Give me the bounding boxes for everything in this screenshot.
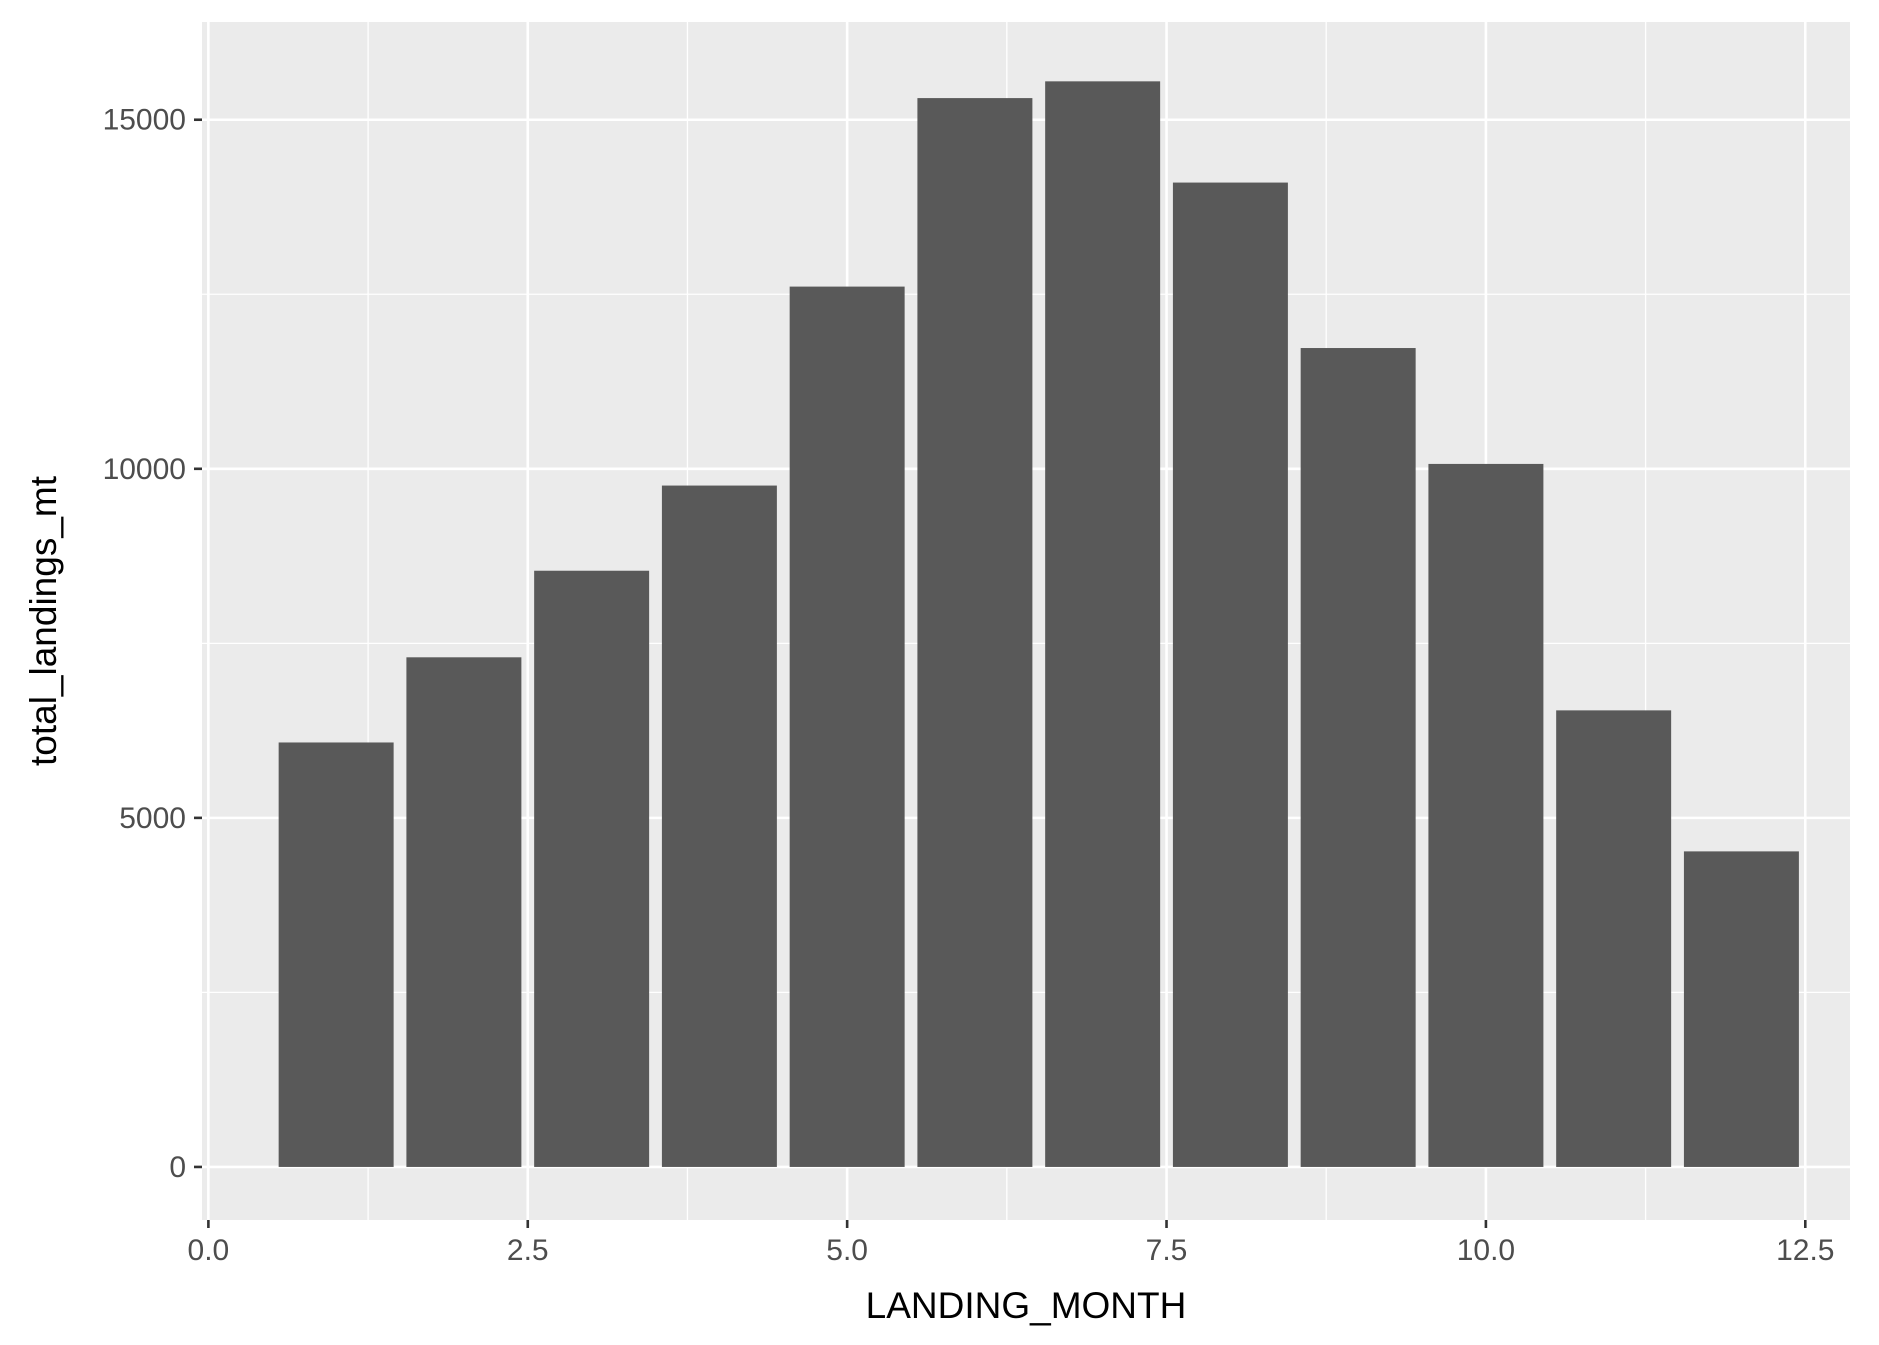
y-tick-label: 0 bbox=[169, 1151, 186, 1184]
x-axis: 0.0 2.5 5.0 7.5 10.0 12.5 bbox=[188, 1220, 1834, 1267]
x-tick-label: 7.5 bbox=[1146, 1234, 1188, 1267]
bar-month-12 bbox=[1683, 851, 1799, 1167]
y-axis-title: total_landings_mt bbox=[23, 475, 64, 766]
bar-month-1 bbox=[278, 742, 394, 1167]
bar-month-3 bbox=[534, 570, 650, 1167]
y-tick-label: 5000 bbox=[119, 802, 186, 835]
bar-month-10 bbox=[1428, 463, 1544, 1167]
x-tick-label: 5.0 bbox=[826, 1234, 868, 1267]
x-tick-label: 10.0 bbox=[1457, 1234, 1515, 1267]
x-tick-label: 2.5 bbox=[507, 1234, 549, 1267]
x-axis-title: LANDING_MONTH bbox=[866, 1285, 1187, 1326]
bar-month-7 bbox=[1045, 81, 1161, 1167]
y-tick-label: 15000 bbox=[103, 104, 186, 137]
y-tick-label: 10000 bbox=[103, 453, 186, 486]
x-tick-label: 12.5 bbox=[1776, 1234, 1834, 1267]
bar-month-11 bbox=[1556, 710, 1672, 1167]
bar-month-5 bbox=[789, 286, 905, 1167]
bar-month-6 bbox=[917, 98, 1033, 1167]
bars bbox=[278, 81, 1799, 1167]
x-tick-label: 0.0 bbox=[188, 1234, 230, 1267]
bar-month-9 bbox=[1300, 348, 1416, 1167]
bar-month-8 bbox=[1172, 182, 1288, 1167]
y-axis: 0 5000 10000 15000 bbox=[103, 104, 202, 1184]
bar-month-4 bbox=[661, 485, 777, 1167]
bar-month-2 bbox=[406, 657, 522, 1167]
